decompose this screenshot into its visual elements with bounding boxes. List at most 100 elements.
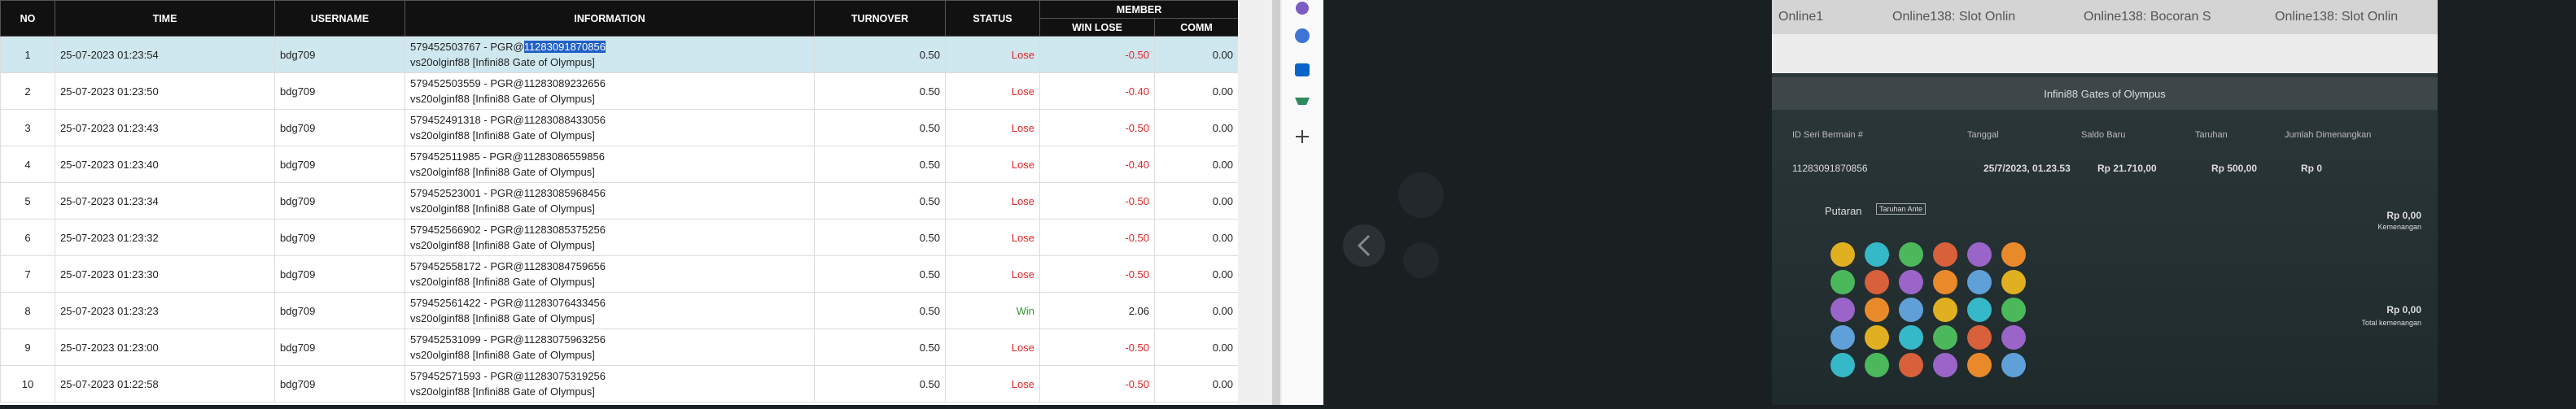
header-member: MEMBER <box>1039 0 1238 19</box>
transaction-table: NO TIME USERNAME INFORMATION TURNOVER STATUS M… <box>0 0 1238 405</box>
gem <box>2001 242 2026 267</box>
row: 5 25-07-2023 01:23:34 bdg709 579452523001 -… <box>0 182 1238 220</box>
row: 1 25-07-2023 01:23:54 bdg709 579452503767 -… <box>0 36 1238 73</box>
spin-label: Putaran <box>1825 205 1862 217</box>
gem <box>1830 242 1855 267</box>
status-cell: Lose <box>945 109 1040 146</box>
information-cell: 579452566902 - PGR@11283085375256 vs20olg… <box>405 219 815 256</box>
status-cell: Lose <box>945 72 1040 110</box>
information-cell: 579452491318 - PGR@11283088433056 vs20olg… <box>405 109 815 146</box>
info-prefix: 579452561422 - PGR@ <box>410 297 524 309</box>
receipt-header: ID Seri Bermain # <box>1792 130 1863 140</box>
info-ref: 11283085968456 <box>523 187 606 199</box>
comm-cell: 0.00 <box>1154 329 1238 366</box>
info-ref: 11283084759656 <box>523 260 606 272</box>
comm-cell: 0.00 <box>1154 72 1238 110</box>
info-game: vs20olginf88 [Infini88 Gate of Olympus] <box>410 312 595 324</box>
info-prefix: 579452531099 - PGR@ <box>410 333 524 346</box>
header-information[interactable]: INFORMATION <box>405 0 815 37</box>
row: 10 25-07-2023 01:22:58 bdg709 579452571593 … <box>0 365 1238 402</box>
info-game: vs20olginf88 [Infini88 Gate of Olympus] <box>410 276 595 288</box>
username-cell: bdg709 <box>274 365 405 402</box>
gem <box>1967 298 1992 322</box>
win-lose-cell: -0.50 <box>1039 329 1155 366</box>
scrollbar[interactable] <box>1272 0 1280 405</box>
gem <box>2001 298 2026 322</box>
win-lose-cell: -0.50 <box>1039 36 1155 73</box>
information-cell: 579452571593 - PGR@11283075319256 vs20olg… <box>405 365 815 402</box>
info-prefix: 579452503559 - PGR@ <box>410 77 524 89</box>
time-cell: 25-07-2023 01:22:58 <box>55 365 275 402</box>
username-cell: bdg709 <box>274 255 405 293</box>
row: 3 25-07-2023 01:23:43 bdg709 579452491318 -… <box>0 109 1238 146</box>
row: 4 25-07-2023 01:23:40 bdg709 579452511985 -… <box>0 146 1238 183</box>
row: 2 25-07-2023 01:23:50 bdg709 579452503559 -… <box>0 72 1238 110</box>
status-cell: Lose <box>945 255 1040 293</box>
gem <box>1865 353 1889 377</box>
browser-tab[interactable]: Online1 <box>1778 10 1824 24</box>
gem <box>1830 298 1855 322</box>
no-cell: 9 <box>0 329 55 366</box>
viewer-nav <box>1343 172 1444 278</box>
username-cell: bdg709 <box>274 219 405 256</box>
time-cell: 25-07-2023 01:23:23 <box>55 292 275 329</box>
receipt-value: 25/7/2023, 01.23.53 <box>1983 163 2071 174</box>
header-username[interactable]: USERNAME <box>274 0 405 37</box>
browser-tab[interactable]: Online138: Slot Onlin <box>2275 10 2399 24</box>
side-icons <box>1295 2 1310 143</box>
header-turnover[interactable]: TURNOVER <box>814 0 946 37</box>
header-no[interactable]: NO <box>0 0 55 37</box>
time-cell: 25-07-2023 01:23:40 <box>55 146 275 183</box>
info-ref: 11283085375256 <box>523 224 606 236</box>
win-lose-cell: -0.50 <box>1039 219 1155 256</box>
browser-tab[interactable]: Online138: Bocoran S <box>2084 10 2211 24</box>
header-time[interactable]: TIME <box>55 0 275 37</box>
win-lose-cell: 2.06 <box>1039 292 1155 329</box>
gem <box>1899 270 1923 294</box>
gem <box>1967 353 1992 377</box>
turnover-cell: 0.50 <box>814 219 946 256</box>
time-cell: 25-07-2023 01:23:00 <box>55 329 275 366</box>
browser-tab[interactable]: Online138: Slot Onlin <box>1892 10 2016 24</box>
row: 6 25-07-2023 01:23:32 bdg709 579452566902 -… <box>0 219 1238 256</box>
comm-cell: 0.00 <box>1154 182 1238 220</box>
information-cell: 579452503767 - PGR@11283091870856 vs20olg… <box>405 36 815 73</box>
information-cell: 579452561422 - PGR@11283076433456 vs20olg… <box>405 292 815 329</box>
turnover-cell: 0.50 <box>814 36 946 73</box>
info-prefix: 579452491318 - PGR@ <box>410 114 524 126</box>
info-prefix: 579452523001 - PGR@ <box>410 187 524 199</box>
gem <box>1933 325 1957 350</box>
gem-grid <box>1830 242 2026 377</box>
info-ref: 11283076433456 <box>523 297 606 309</box>
info-ref: 11283089232656 <box>523 77 606 89</box>
gem <box>1865 325 1889 350</box>
receipt-value: Rp 0 <box>2301 163 2323 174</box>
gem <box>1865 270 1889 294</box>
total-amount: Rp 0,00 <box>2386 304 2421 315</box>
turnover-cell: 0.50 <box>814 146 946 183</box>
receipt-header: Saldo Baru <box>2081 130 2126 140</box>
no-cell: 3 <box>0 109 55 146</box>
info-game: vs20olginf88 [Infini88 Gate of Olympus] <box>410 129 595 141</box>
info-ref: 11283086559856 <box>523 150 605 163</box>
status-cell: Win <box>945 292 1040 329</box>
gem <box>1967 270 1992 294</box>
time-cell: 25-07-2023 01:23:43 <box>55 109 275 146</box>
time-cell: 25-07-2023 01:23:54 <box>55 36 275 73</box>
gem <box>1899 353 1923 377</box>
gem <box>2001 353 2026 377</box>
gem <box>1933 242 1957 267</box>
information-cell: 579452503559 - PGR@11283089232656 vs20olg… <box>405 72 815 110</box>
receipt-value: 11283091870856 <box>1792 163 1868 174</box>
header-win-lose[interactable]: WIN LOSE <box>1039 18 1155 37</box>
no-cell: 5 <box>0 182 55 220</box>
info-game: vs20olginf88 [Infini88 Gate of Olympus] <box>410 349 595 361</box>
username-cell: bdg709 <box>274 146 405 183</box>
comm-cell: 0.00 <box>1154 292 1238 329</box>
gem <box>1933 298 1957 322</box>
win-lose-cell: -0.50 <box>1039 255 1155 293</box>
status-cell: Lose <box>945 182 1040 220</box>
information-cell: 579452511985 - PGR@11283086559856 vs20olg… <box>405 146 815 183</box>
header-status[interactable]: STATUS <box>945 0 1040 37</box>
header-comm[interactable]: COMM <box>1154 18 1238 37</box>
